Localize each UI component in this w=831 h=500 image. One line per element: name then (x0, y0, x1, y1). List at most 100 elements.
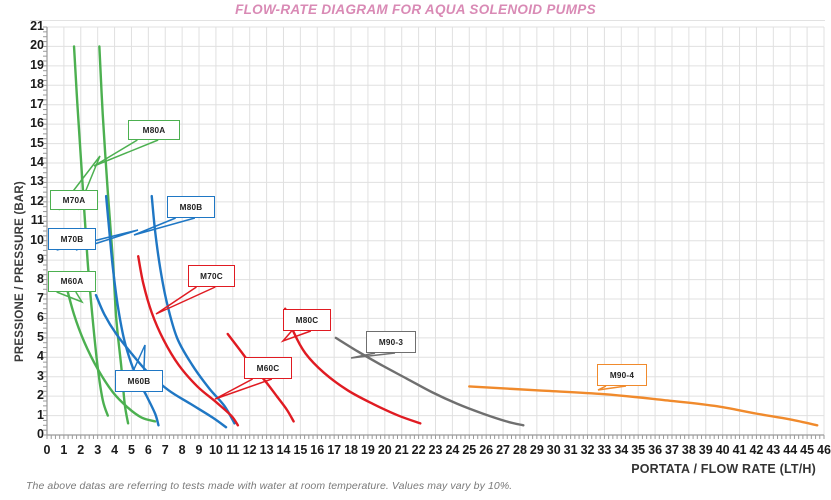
x-tick-label: 22 (411, 443, 426, 457)
y-tick-label: 21 (30, 19, 44, 33)
x-tick-label: 25 (462, 443, 477, 457)
series-curve-m90-4 (468, 385, 819, 427)
x-tick-label: 23 (428, 443, 443, 457)
x-tick-label: 40 (715, 443, 730, 457)
callout-tail-m90-3 (350, 352, 396, 359)
title-divider (30, 20, 825, 21)
y-tick-label: 14 (30, 155, 44, 169)
x-tick-label: 39 (698, 443, 713, 457)
x-tick-label: 37 (665, 443, 679, 457)
x-tick-label: 31 (563, 443, 578, 457)
y-tick-label: 5 (37, 329, 44, 344)
callout-m80b[interactable]: M80B (167, 196, 215, 218)
series-curve-m60a (64, 282, 157, 423)
y-tick-label: 13 (30, 174, 44, 189)
x-tick-label: 18 (344, 443, 358, 457)
y-tick-label: 1 (37, 407, 44, 422)
series-curve-m60c (226, 332, 295, 423)
callout-tail-m70c (155, 286, 216, 315)
series-curve-m70b (104, 194, 160, 427)
x-tick-label: 14 (276, 443, 291, 457)
series-curve-m80c (283, 307, 422, 425)
x-tick-label: 43 (766, 443, 781, 457)
y-tick-label: 17 (30, 96, 44, 111)
x-tick-label: 26 (479, 443, 494, 457)
x-tick-label: 32 (580, 443, 595, 457)
x-axis-label: PORTATA / FLOW RATE (LT/H) (631, 462, 816, 476)
y-tick-label: 7 (37, 291, 44, 305)
x-tick-label: 6 (144, 443, 152, 457)
y-tick-label: 10 (30, 232, 44, 247)
callout-tail-m80c (280, 330, 312, 343)
x-tick-label: 24 (445, 443, 460, 457)
y-tick-label: 16 (30, 116, 44, 131)
x-tick-label: 0 (43, 443, 51, 457)
callout-tail-m60c (214, 378, 273, 400)
x-tick-label: 19 (360, 443, 375, 457)
x-tick-label: 29 (529, 443, 544, 457)
x-tick-label: 45 (800, 443, 815, 457)
x-tick-label: 2 (77, 443, 85, 457)
x-tick-label: 38 (681, 443, 696, 457)
x-tick-label: 17 (327, 443, 342, 457)
x-tick-label: 27 (496, 443, 511, 457)
x-tick-label: 28 (513, 443, 527, 457)
callout-m70c[interactable]: M70C (188, 265, 235, 287)
callout-m70b[interactable]: M70B (48, 228, 96, 250)
callout-m90-4[interactable]: M90-4 (597, 364, 647, 386)
x-tick-label: 15 (293, 443, 308, 457)
y-tick-label: 2 (37, 388, 44, 403)
callout-tail-m80a (93, 139, 159, 167)
callout-m80c[interactable]: M80C (283, 309, 331, 331)
y-axis-ticks: 0 1 2 3 4 5 6 7 8 9 10 11 12 13 14 15 16 17 18 19 20 21 (12, 0, 44, 500)
y-tick-label: 20 (30, 38, 44, 53)
callout-m60a[interactable]: M60A (48, 271, 96, 292)
x-tick-label: 36 (648, 443, 663, 457)
x-tick-label: 3 (94, 443, 102, 457)
callout-tail-m80b (133, 217, 196, 236)
series-curve-m90-3 (334, 336, 525, 427)
x-tick-label: 10 (208, 443, 223, 457)
series-curve-m70c (137, 255, 240, 427)
y-tick-label: 8 (37, 271, 44, 286)
y-tick-label: 3 (37, 368, 44, 383)
series-curve-m80b (150, 194, 236, 425)
footnote: The above datas are referring to tests m… (26, 480, 513, 492)
x-tick-label: 1 (60, 443, 68, 457)
x-tick-label: 44 (783, 443, 798, 457)
callout-m60c[interactable]: M60C (244, 357, 292, 379)
callout-m90-3[interactable]: M90-3 (366, 331, 416, 353)
y-tick-label: 12 (30, 193, 44, 208)
x-tick-label: 41 (732, 443, 747, 457)
x-tick-label: 16 (310, 443, 325, 457)
callout-tail-m90-4 (597, 385, 627, 391)
y-tick-label: 9 (37, 252, 44, 267)
y-tick-label: 19 (30, 57, 44, 72)
x-tick-label: 35 (631, 443, 646, 457)
y-tick-label: 15 (30, 135, 44, 150)
callout-m70a[interactable]: M70A (50, 190, 98, 210)
y-tick-label: 4 (37, 349, 44, 364)
x-tick-label: 46 (817, 443, 831, 457)
x-tick-label: 4 (111, 443, 119, 457)
callout-m60b[interactable]: M60B (115, 370, 163, 392)
y-tick-label: 0 (37, 427, 44, 441)
y-tick-label: 18 (30, 77, 44, 92)
x-tick-label: 20 (377, 443, 392, 457)
x-tick-label: 42 (749, 443, 764, 457)
x-tick-label: 7 (161, 443, 169, 457)
x-tick-label: 11 (226, 443, 240, 457)
y-tick-label: 6 (37, 310, 44, 325)
x-tick-label: 30 (546, 443, 561, 457)
x-tick-label: 13 (259, 443, 274, 457)
x-tick-label: 8 (178, 443, 186, 457)
y-tick-label: 11 (30, 213, 44, 228)
x-tick-label: 5 (127, 443, 135, 457)
x-tick-label: 33 (597, 443, 612, 457)
x-tick-label: 34 (614, 443, 629, 457)
callout-tail-m60a (56, 291, 84, 304)
callout-m80a[interactable]: M80A (128, 120, 180, 140)
page-title: FLOW-RATE DIAGRAM FOR AQUA SOLENOID PUMP… (235, 2, 596, 17)
